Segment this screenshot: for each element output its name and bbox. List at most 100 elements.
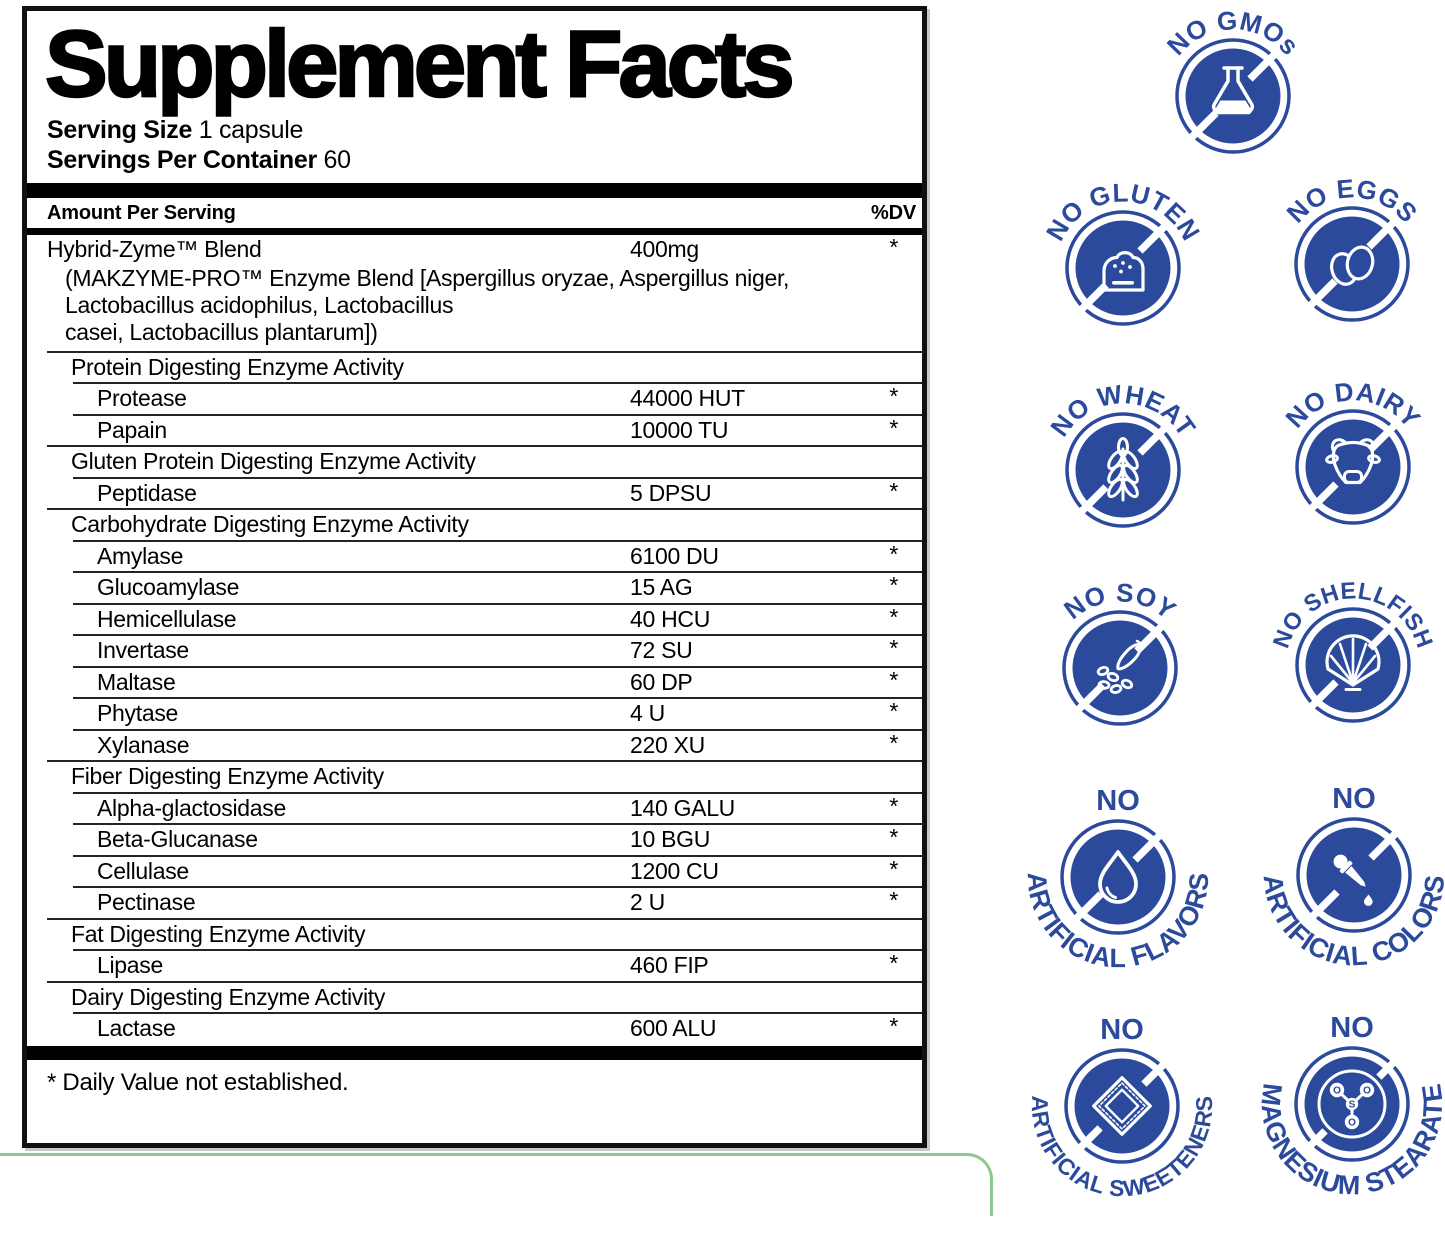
serving-size-value: 1 capsule bbox=[198, 116, 304, 144]
badge-outer-ring bbox=[1294, 1046, 1410, 1162]
amount-per-serving-header: Amount Per Serving bbox=[47, 202, 236, 224]
ingredient-name: Peptidase bbox=[97, 479, 197, 506]
ingredient-name: Amylase bbox=[97, 542, 184, 569]
ingredient-name: Hybrid-Zyme™ Blend bbox=[47, 236, 262, 262]
ingredient-name: Protein Digesting Enzyme Activity bbox=[71, 353, 404, 380]
amount-value: 72 SU bbox=[630, 637, 693, 663]
svg-text:S: S bbox=[1349, 1100, 1356, 1111]
table-row: Lipase 460 FIP * bbox=[73, 949, 922, 981]
amount-value: 15 AG bbox=[630, 574, 693, 600]
no-eggs-badge: NO EGGS bbox=[1227, 142, 1445, 397]
supplement-label-page: { "colors": { "badge_blue": "#2b4a9c", "… bbox=[0, 5, 1445, 1216]
section-row: Gluten Protein Digesting Enzyme Activity bbox=[47, 445, 922, 477]
dv-asterisk: * bbox=[889, 950, 898, 976]
dv-asterisk: * bbox=[889, 234, 898, 260]
sugar-packet-icon bbox=[1092, 1076, 1152, 1136]
ingredient-name: Gluten Protein Digesting Enzyme Activity bbox=[71, 448, 476, 474]
supplement-facts-panel: Supplement Facts Serving Size 1 capsule … bbox=[22, 6, 927, 1148]
dv-asterisk: * bbox=[889, 635, 898, 661]
section-row: Fiber Digesting Enzyme Activity bbox=[47, 760, 922, 792]
no-slash-icon bbox=[1077, 424, 1169, 516]
section-row: Protein Digesting Enzyme Activity bbox=[47, 350, 922, 383]
dv-asterisk: * bbox=[889, 792, 898, 819]
dv-asterisk: * bbox=[889, 540, 898, 567]
amount-value: 1200 CU bbox=[630, 857, 719, 884]
badge-no-label: NO bbox=[1332, 783, 1376, 815]
daily-value-footnote: * Daily Value not established. bbox=[47, 1068, 349, 1096]
divider-bar-top bbox=[27, 183, 922, 198]
ingredient-name: Maltase bbox=[97, 668, 176, 695]
badge-arc-label: NO SOY bbox=[1058, 577, 1182, 625]
divider-bar-header bbox=[27, 228, 922, 235]
serving-size-label: Serving Size bbox=[47, 116, 193, 144]
servings-per-container-line: Servings Per Container 60 bbox=[47, 145, 922, 175]
table-row: Beta-Glucanase 10 BGU * bbox=[73, 823, 922, 855]
badge-outer-ring bbox=[1060, 819, 1176, 935]
table-row: Hemicellulase 40 HCU * bbox=[73, 602, 922, 635]
no-slash-icon bbox=[1072, 831, 1164, 923]
ingredient-name: Glucoamylase bbox=[97, 574, 240, 600]
no-slash-icon bbox=[1308, 829, 1400, 921]
amount-value: 600 ALU bbox=[630, 1015, 717, 1041]
ingredient-name: Phytase bbox=[97, 700, 179, 726]
table-row: Lactase 600 ALU * bbox=[73, 1012, 922, 1044]
badge-outer-ring bbox=[1065, 412, 1181, 528]
eggs-icon bbox=[1330, 245, 1375, 286]
servings-label: Servings Per Container bbox=[47, 146, 317, 174]
amount-value: 400mg bbox=[630, 236, 699, 262]
amount-value: 140 GALU bbox=[630, 794, 735, 821]
dv-asterisk: * bbox=[889, 1013, 898, 1039]
dv-asterisk: * bbox=[889, 855, 898, 882]
badge-outer-ring bbox=[1175, 38, 1291, 154]
table-row: Cellulase 1200 CU * bbox=[73, 854, 922, 887]
no-slash-icon bbox=[1307, 619, 1399, 711]
amount-value: 6100 DU bbox=[630, 542, 719, 569]
amount-value: 2 U bbox=[630, 889, 665, 915]
dv-asterisk: * bbox=[889, 887, 898, 913]
dv-asterisk: * bbox=[889, 383, 898, 409]
badge-outer-ring bbox=[1064, 1048, 1180, 1164]
badge-outer-ring bbox=[1294, 206, 1410, 322]
amount-value: 220 XU bbox=[630, 731, 705, 758]
no-slash-icon bbox=[1187, 50, 1279, 142]
no-artificial-colors-badge: NO ARTIFICIAL COLORS bbox=[1229, 753, 1445, 1008]
green-border-line bbox=[0, 1153, 993, 1216]
ingredient-name: Alpha-glactosidase bbox=[97, 794, 286, 821]
ingredient-name: Cellulase bbox=[97, 857, 189, 884]
ingredient-name: Hemicellulase bbox=[97, 605, 237, 632]
ingredient-name: Carbohydrate Digesting Enzyme Activity bbox=[71, 511, 469, 537]
dv-asterisk: * bbox=[889, 824, 898, 850]
no-slash-icon bbox=[1077, 222, 1169, 314]
dv-asterisk: * bbox=[889, 603, 898, 630]
ingredient-name: Invertase bbox=[97, 637, 189, 663]
dv-asterisk: * bbox=[889, 414, 898, 441]
dv-asterisk: * bbox=[889, 572, 898, 598]
no-slash-icon bbox=[1306, 218, 1398, 310]
shell-icon bbox=[1325, 634, 1381, 691]
no-artificial-flavors-badge: NO ARTIFICIAL FLAVORS bbox=[993, 755, 1243, 1010]
ingredient-name: Pectinase bbox=[97, 889, 196, 915]
no-wheat-badge: NO WHEAT bbox=[998, 348, 1248, 603]
badge-outer-ring bbox=[1295, 409, 1411, 525]
ingredient-name: Lactase bbox=[97, 1015, 176, 1041]
ingredient-name: Beta-Glucanase bbox=[97, 826, 258, 852]
table-row: Pectinase 2 U * bbox=[73, 886, 922, 918]
ingredient-name: Fat Digesting Enzyme Activity bbox=[71, 920, 366, 947]
blend-ingredients-line: (MAKZYME-PRO™ Enzyme Blend [Aspergillus … bbox=[65, 264, 790, 291]
ingredient-table: Hybrid-Zyme™ Blend 400mg * (MAKZYME-PRO™ En… bbox=[27, 234, 922, 1044]
badge-no-label: NO bbox=[1330, 1012, 1374, 1044]
bread-icon bbox=[1102, 251, 1145, 292]
table-row: Hybrid-Zyme™ Blend 400mg * bbox=[41, 234, 922, 265]
panel-title: Supplement Facts bbox=[44, 11, 796, 116]
table-row: Amylase 6100 DU * bbox=[73, 539, 922, 572]
amount-value: 10000 TU bbox=[630, 416, 729, 443]
svg-text:O: O bbox=[1348, 1118, 1356, 1129]
table-row: Protease 44000 HUT * bbox=[73, 382, 922, 414]
amount-value: 40 HCU bbox=[630, 605, 711, 632]
amount-value: 10 BGU bbox=[630, 826, 711, 852]
table-row: (MAKZYME-PRO™ Enzyme Blend [Aspergillus … bbox=[65, 265, 922, 351]
badge-outer-ring bbox=[1295, 607, 1411, 723]
table-row: Peptidase 5 DPSU * bbox=[73, 476, 922, 509]
table-row: Xylanase 220 XU * bbox=[73, 728, 922, 761]
